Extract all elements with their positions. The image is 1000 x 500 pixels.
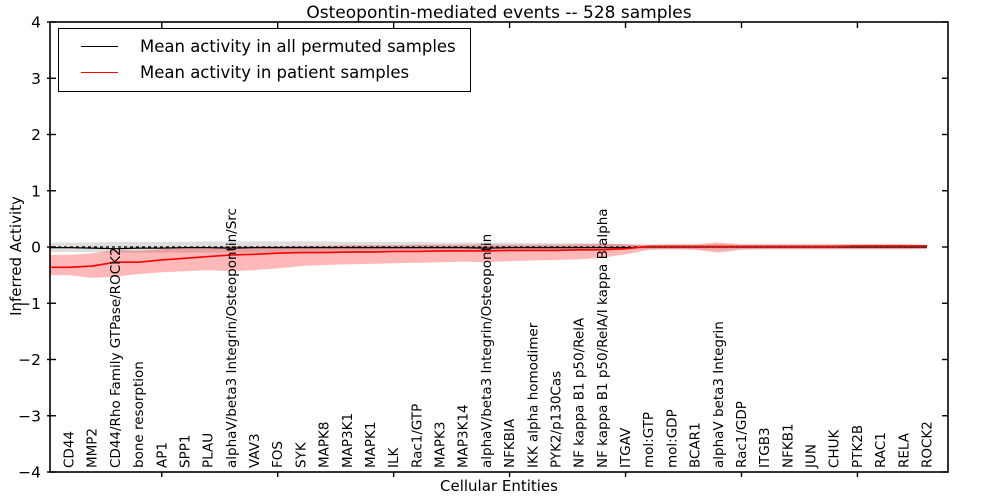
category-label: BCAR1 — [688, 422, 704, 468]
legend-box: Mean activity in all permuted samples Me… — [58, 28, 471, 92]
category-label: ITGB3 — [757, 427, 773, 468]
category-label: alphaV/beta3 Integrin/Osteopontin — [479, 234, 495, 468]
category-label: ITGAV — [618, 427, 634, 468]
category-label: alphaV beta3 Integrin — [711, 321, 727, 468]
y-tick-label: 1 — [31, 182, 41, 200]
category-label: NF kappa B1 p50/RelA/I kappa B alpha — [595, 208, 611, 468]
y-tick-label: −3 — [18, 407, 41, 425]
category-label: SPP1 — [177, 435, 193, 468]
x-axis-label: Cellular Entities — [440, 477, 558, 495]
category-label: alphaV/beta3 Integrin/Osteopontin/Src — [224, 208, 240, 468]
category-label: bone resorption — [131, 361, 147, 468]
category-label: RELA — [896, 432, 912, 468]
category-label: NF kappa B1 p50/RelA — [572, 317, 588, 468]
category-label: AP1 — [154, 442, 170, 468]
category-label: PYK2/p130Cas — [549, 371, 565, 468]
category-label: CHUK — [827, 429, 843, 468]
category-label: mol:GDP — [664, 409, 680, 468]
category-label: MAPK8 — [317, 422, 333, 468]
category-label: PLAU — [201, 433, 217, 468]
chart-title: Osteopontin-mediated events -- 528 sampl… — [306, 3, 692, 23]
legend-entry-patient: Mean activity in patient samples — [71, 63, 456, 82]
y-tick-label: 3 — [31, 70, 41, 88]
category-label: MAP3K14 — [456, 404, 472, 468]
y-tick-label: −4 — [18, 464, 41, 482]
category-label: mol:GTP — [641, 412, 657, 468]
y-tick-label: 0 — [31, 239, 41, 257]
category-label: FOS — [270, 441, 286, 468]
patient-line-swatch — [81, 72, 118, 73]
category-label: RAC1 — [873, 432, 889, 468]
category-label: VAV3 — [247, 433, 263, 468]
y-tick-label: −2 — [18, 351, 41, 369]
category-label: PTK2B — [850, 425, 866, 468]
category-label: MAPK3 — [433, 422, 449, 468]
patient-band-region — [50, 242, 927, 278]
permuted-band-region — [50, 241, 927, 253]
category-label: Rac1/GDP — [734, 401, 750, 468]
category-label: NFKBIA — [502, 418, 518, 468]
category-label: JUN — [804, 444, 820, 469]
category-label: SYK — [293, 441, 309, 468]
category-label: CD44/Rho Family GTPase/ROCK2 — [108, 247, 124, 468]
category-label: MAP3K1 — [340, 413, 356, 468]
category-label: NFKB1 — [780, 423, 796, 468]
patient-mean-line — [50, 245, 927, 269]
category-label: ROCK2 — [920, 421, 936, 468]
category-label: IKK alpha homodimer — [525, 322, 541, 468]
legend-label-permuted: Mean activity in all permuted samples — [140, 37, 456, 56]
y-tick-label: 2 — [31, 126, 41, 144]
legend-label-patient: Mean activity in patient samples — [140, 63, 410, 82]
y-tick-label: −1 — [18, 295, 41, 313]
y-tick-label: 4 — [31, 14, 41, 32]
category-label: MAPK1 — [363, 422, 379, 468]
y-axis-label: Inferred Activity — [7, 196, 25, 316]
plot-border — [49, 21, 949, 473]
category-label: MMP2 — [85, 428, 101, 468]
category-label: ILK — [386, 446, 402, 468]
category-label: CD44 — [62, 431, 78, 468]
category-label: Rac1/GTP — [409, 404, 425, 468]
legend-entry-permuted: Mean activity in all permuted samples — [71, 37, 456, 56]
permuted-line-swatch — [81, 46, 118, 47]
